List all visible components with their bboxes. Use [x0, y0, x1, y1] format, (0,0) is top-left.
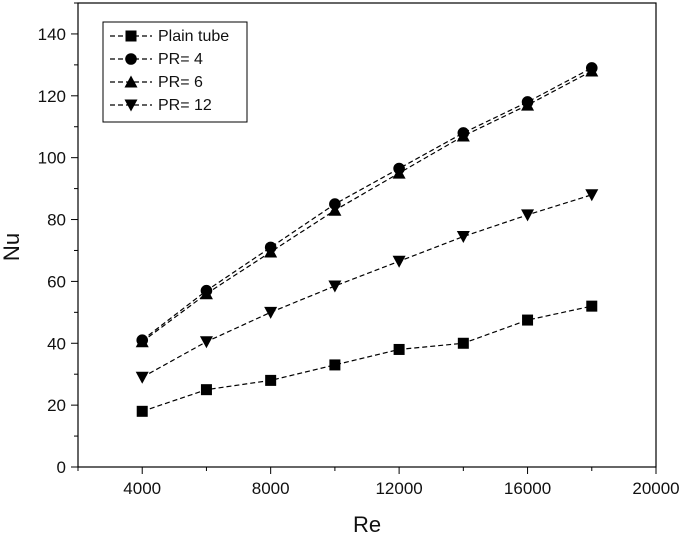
data-point: [264, 245, 278, 258]
legend-item: PR= 12: [110, 97, 212, 114]
series-triangle-up: [135, 64, 599, 348]
data-point: [586, 300, 598, 312]
x-axis: 4000 8000 12000 16000 20000: [77, 467, 680, 498]
data-point: [585, 64, 599, 77]
data-point: [456, 231, 470, 244]
data-point: [265, 374, 277, 386]
legend-label: PR= 4: [158, 51, 203, 68]
x-tick-label: 16000: [504, 479, 551, 498]
series-line: [142, 305, 592, 412]
data-point: [521, 98, 535, 111]
y-axis: 0 20 40 60 80 100 120 140: [38, 2, 78, 477]
y-tick-label: 0: [57, 458, 66, 477]
data-point: [135, 371, 149, 384]
legend: Plain tube PR= 4 PR= 6 PR= 12: [102, 21, 248, 123]
y-tick-label: 20: [47, 396, 66, 415]
series-layer: [135, 62, 599, 417]
series-triangle-down: [135, 189, 599, 384]
legend-marker: [125, 30, 137, 42]
data-point: [585, 189, 599, 202]
data-point: [328, 203, 342, 216]
x-tick-label: 12000: [375, 479, 422, 498]
y-tick-label: 120: [38, 87, 66, 106]
data-point: [393, 343, 405, 355]
legend-marker: [124, 99, 138, 112]
legend-marker: [125, 53, 137, 65]
data-point: [521, 209, 535, 222]
y-tick-label: 80: [47, 211, 66, 230]
data-point: [199, 336, 213, 349]
y-axis-title: Nu: [0, 233, 24, 261]
y-tick-label: 40: [47, 334, 66, 353]
legend-marker: [124, 75, 138, 88]
series-line: [141, 67, 593, 341]
y-tick-label: 60: [47, 272, 66, 291]
data-point: [264, 306, 278, 319]
data-point: [392, 255, 406, 268]
data-point: [329, 359, 341, 371]
data-point: [392, 166, 406, 179]
legend-item: Plain tube: [110, 28, 229, 45]
series-line: [141, 70, 593, 343]
legend-label: Plain tube: [158, 28, 229, 45]
legend-label: PR= 6: [158, 74, 203, 91]
data-point: [457, 337, 469, 349]
data-point: [136, 405, 148, 417]
series-square: [136, 300, 598, 417]
legend-label: PR= 12: [158, 97, 212, 114]
data-point: [456, 129, 470, 142]
plot-frame: [77, 2, 657, 468]
data-point: [135, 335, 149, 348]
data-point: [328, 280, 342, 293]
data-point: [199, 287, 213, 300]
y-tick-label: 100: [38, 149, 66, 168]
data-point: [200, 384, 212, 396]
legend-item: PR= 6: [110, 74, 203, 91]
legend-item: PR= 4: [110, 51, 203, 68]
x-axis-title: Re: [353, 512, 381, 537]
x-tick-label: 4000: [123, 479, 161, 498]
x-tick-label: 8000: [252, 479, 290, 498]
y-tick-label: 140: [38, 25, 66, 44]
data-point: [522, 314, 534, 326]
x-tick-label: 20000: [632, 479, 679, 498]
